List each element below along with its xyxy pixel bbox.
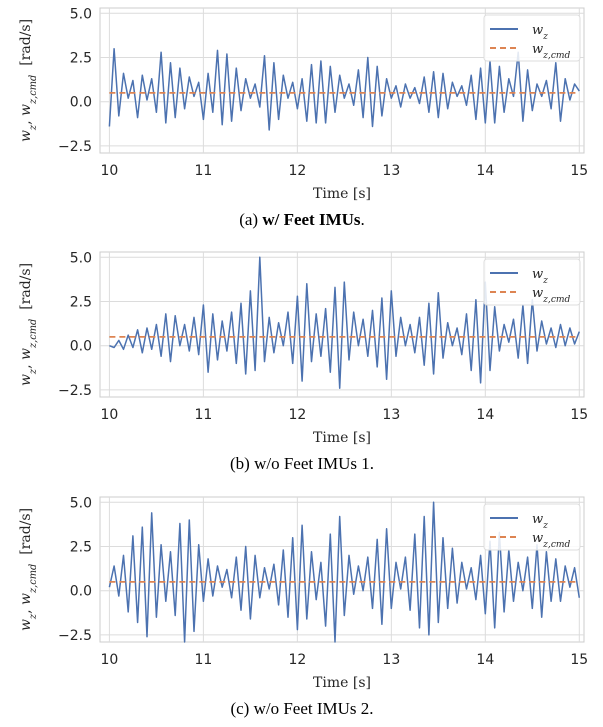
x-tick-label: 14	[476, 163, 494, 179]
x-tick-label: 13	[382, 407, 400, 423]
x-tick-label: 15	[570, 652, 588, 668]
y-tick-label: 2.5	[70, 540, 92, 556]
x-tick-label: 13	[382, 652, 400, 668]
x-tick-label: 11	[194, 652, 212, 668]
y-tick-label: 2.5	[70, 295, 92, 311]
x-axis-label: Time [s]	[313, 430, 371, 446]
y-tick-label: −2.5	[58, 628, 92, 644]
series-line-wz	[108, 501, 581, 643]
legend-label: wz	[532, 267, 548, 286]
x-tick-label: 15	[570, 407, 588, 423]
y-axis-label: wz, wz,cmd [rad/s]	[18, 19, 39, 142]
y-tick-label: 0.0	[70, 95, 92, 111]
x-tick-label: 10	[100, 407, 118, 423]
legend-label: wz	[532, 23, 548, 42]
subfigure-caption: (b) w/o Feet IMUs 1.	[230, 454, 374, 473]
x-tick-label: 13	[382, 163, 400, 179]
y-tick-label: 2.5	[70, 51, 92, 67]
y-tick-label: −2.5	[58, 139, 92, 155]
legend-label: wz	[532, 512, 548, 531]
x-tick-label: 15	[570, 163, 588, 179]
subfigure-caption: (a) w/ Feet IMUs.	[239, 210, 365, 229]
x-axis-label: Time [s]	[313, 186, 371, 202]
y-tick-label: 0.0	[70, 339, 92, 355]
legend-label: wz,cmd	[532, 42, 571, 61]
series-line-wz	[109, 256, 581, 389]
y-tick-label: −2.5	[58, 383, 92, 399]
y-tick-label: 5.0	[70, 6, 92, 22]
y-tick-label: 5.0	[70, 495, 92, 511]
y-axis-label: wz, wz,cmd [rad/s]	[18, 508, 39, 631]
x-tick-label: 14	[476, 407, 494, 423]
legend-box	[483, 503, 581, 551]
y-axis-label: wz, wz,cmd [rad/s]	[18, 263, 39, 386]
x-tick-label: 12	[288, 407, 306, 423]
y-tick-label: 5.0	[70, 250, 92, 266]
x-tick-label: 10	[100, 163, 118, 179]
y-tick-label: 0.0	[70, 584, 92, 600]
x-axis-label: Time [s]	[313, 675, 371, 691]
legend-label: wz,cmd	[532, 286, 571, 305]
x-tick-label: 11	[194, 407, 212, 423]
legend-box	[483, 14, 581, 62]
x-tick-label: 10	[100, 652, 118, 668]
series-line-wz	[108, 47, 580, 131]
x-tick-label: 14	[476, 652, 494, 668]
x-tick-label: 12	[288, 652, 306, 668]
subfigure-caption: (c) w/o Feet IMUs 2.	[230, 699, 373, 718]
x-tick-label: 11	[194, 163, 212, 179]
legend-label: wz,cmd	[532, 531, 571, 550]
legend-box	[483, 258, 581, 306]
x-tick-label: 12	[288, 163, 306, 179]
